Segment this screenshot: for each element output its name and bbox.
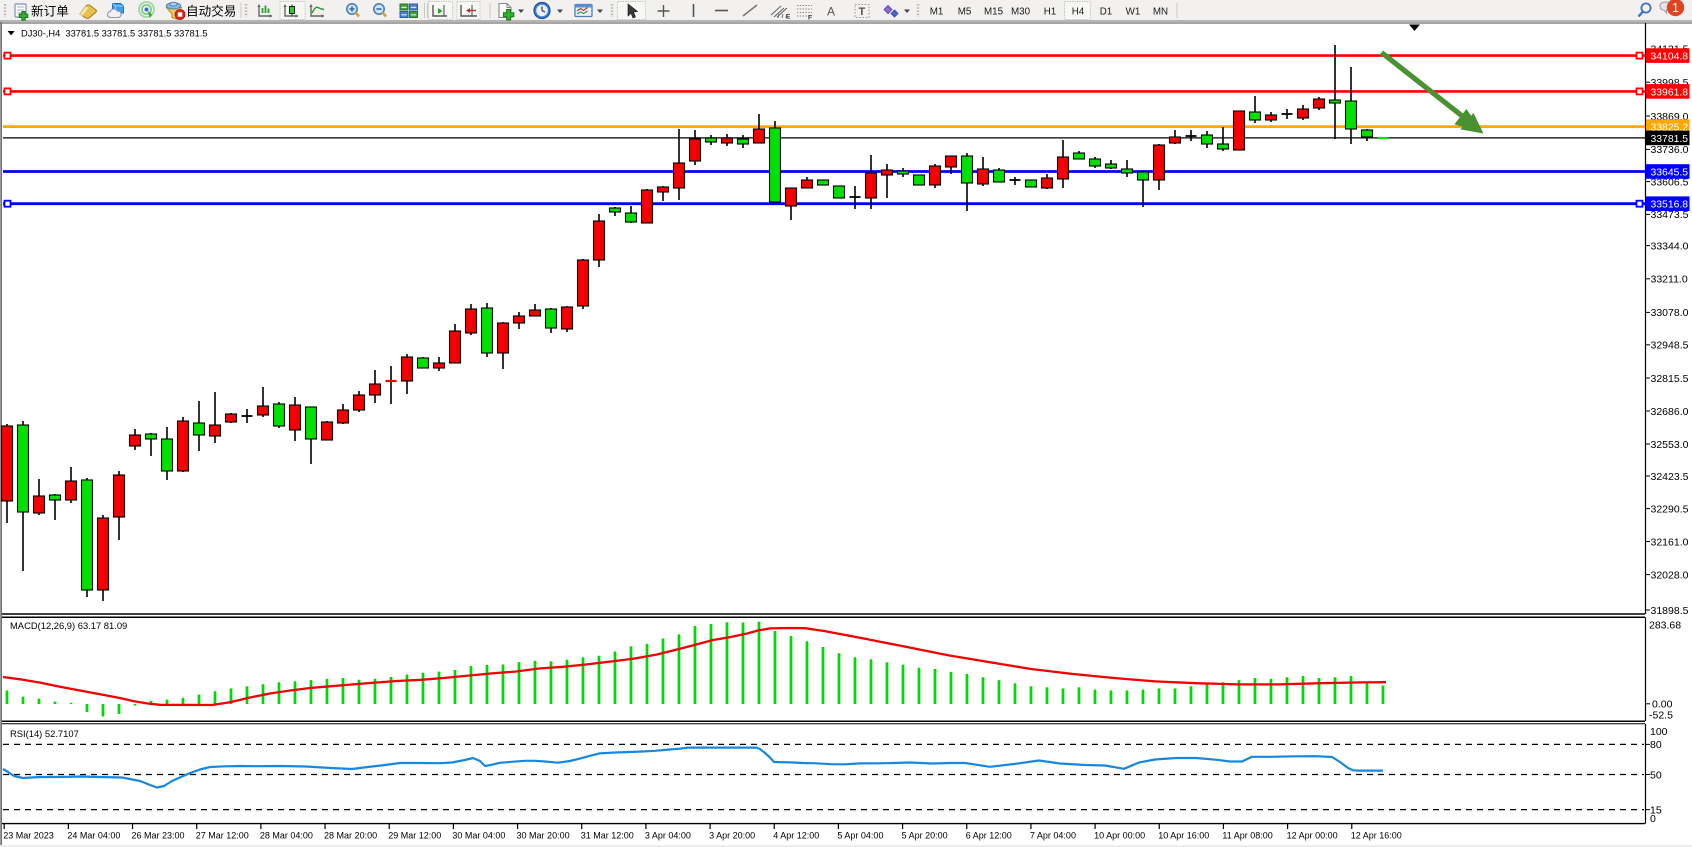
svg-text:F: F <box>808 15 812 22</box>
svg-text:31898.5: 31898.5 <box>1651 605 1689 617</box>
svg-text:15: 15 <box>1650 804 1662 816</box>
svg-text:6 Apr 12:00: 6 Apr 12:00 <box>966 831 1012 841</box>
svg-text:28 Mar 04:00: 28 Mar 04:00 <box>260 831 313 841</box>
svg-text:12 Apr 00:00: 12 Apr 00:00 <box>1287 831 1338 841</box>
svg-text:27 Mar 12:00: 27 Mar 12:00 <box>196 831 249 841</box>
svg-text:1: 1 <box>1672 1 1679 15</box>
svg-text:32161.0: 32161.0 <box>1651 536 1689 548</box>
svg-text:-52.5: -52.5 <box>1649 709 1673 721</box>
svg-text:33473.5: 33473.5 <box>1651 209 1689 221</box>
svg-text:T: T <box>859 6 866 18</box>
svg-text:32290.5: 32290.5 <box>1651 503 1689 515</box>
svg-text:W1: W1 <box>1126 7 1141 18</box>
svg-text:0.00: 0.00 <box>1652 698 1673 710</box>
svg-text:29 Mar 12:00: 29 Mar 12:00 <box>388 831 441 841</box>
svg-text:5 Apr 04:00: 5 Apr 04:00 <box>837 831 883 841</box>
svg-text:33645.5: 33645.5 <box>1651 168 1689 179</box>
svg-text:23 Mar 2023: 23 Mar 2023 <box>3 831 54 841</box>
svg-text:33781.5: 33781.5 <box>1651 134 1689 145</box>
svg-text:32948.5: 32948.5 <box>1651 340 1689 352</box>
svg-text:MN: MN <box>1153 7 1168 18</box>
svg-text:33078.0: 33078.0 <box>1651 307 1689 319</box>
svg-text:RSI(14) 52.7107: RSI(14) 52.7107 <box>10 728 79 739</box>
svg-text:34104.8: 34104.8 <box>1651 52 1689 63</box>
svg-text:0: 0 <box>1650 813 1656 825</box>
svg-text:30 Mar 20:00: 30 Mar 20:00 <box>517 831 570 841</box>
svg-text:M15: M15 <box>984 7 1004 18</box>
svg-text:32423.5: 32423.5 <box>1651 471 1689 483</box>
svg-text:5 Apr 20:00: 5 Apr 20:00 <box>902 831 948 841</box>
svg-text:32686.0: 32686.0 <box>1651 406 1689 418</box>
svg-text:M1: M1 <box>930 7 944 18</box>
svg-text:33344.0: 33344.0 <box>1651 240 1689 252</box>
svg-text:80: 80 <box>1650 739 1662 751</box>
svg-text:10 Apr 00:00: 10 Apr 00:00 <box>1094 831 1145 841</box>
svg-text:26 Mar 23:00: 26 Mar 23:00 <box>132 831 185 841</box>
svg-text:4 Apr 12:00: 4 Apr 12:00 <box>773 831 819 841</box>
svg-text:32815.5: 32815.5 <box>1651 373 1689 385</box>
svg-text:DJ30-,H4 33781.5 33781.5 3378: DJ30-,H4 33781.5 33781.5 33781.5 33781.5 <box>21 29 208 39</box>
svg-text:11 Apr 08:00: 11 Apr 08:00 <box>1222 831 1272 841</box>
svg-text:10 Apr 16:00: 10 Apr 16:00 <box>1158 831 1209 841</box>
svg-text:33736.0: 33736.0 <box>1651 144 1689 156</box>
svg-text:28 Mar 20:00: 28 Mar 20:00 <box>324 831 377 841</box>
svg-text:M5: M5 <box>958 7 972 18</box>
svg-text:33211.0: 33211.0 <box>1651 274 1688 286</box>
svg-text:H1: H1 <box>1044 7 1057 18</box>
svg-text:32028.0: 32028.0 <box>1651 569 1689 581</box>
svg-text:31 Mar 12:00: 31 Mar 12:00 <box>581 831 634 841</box>
svg-text:283.68: 283.68 <box>1649 620 1681 632</box>
svg-text:100: 100 <box>1650 726 1668 738</box>
svg-text:A: A <box>827 5 835 19</box>
svg-text:自动交易: 自动交易 <box>186 4 236 19</box>
svg-text:MACD(12,26,9) 63.17 81.09: MACD(12,26,9) 63.17 81.09 <box>10 620 127 631</box>
svg-text:3 Apr 20:00: 3 Apr 20:00 <box>709 831 755 841</box>
svg-text:32553.0: 32553.0 <box>1651 439 1689 451</box>
svg-text:M30: M30 <box>1011 7 1031 18</box>
svg-text:33606.5: 33606.5 <box>1651 176 1689 188</box>
svg-text:50: 50 <box>1650 769 1662 781</box>
svg-text:新订单: 新订单 <box>31 4 69 19</box>
svg-text:7 Apr 04:00: 7 Apr 04:00 <box>1030 831 1076 841</box>
svg-text:33825.2: 33825.2 <box>1651 123 1689 134</box>
svg-text:E: E <box>786 14 791 21</box>
svg-text:3 Apr 04:00: 3 Apr 04:00 <box>645 831 691 841</box>
svg-text:12 Apr 16:00: 12 Apr 16:00 <box>1351 831 1402 841</box>
svg-text:24 Mar 04:00: 24 Mar 04:00 <box>67 831 120 841</box>
svg-text:33516.8: 33516.8 <box>1651 200 1689 211</box>
svg-text:H4: H4 <box>1072 7 1085 18</box>
svg-text:30 Mar 04:00: 30 Mar 04:00 <box>452 831 505 841</box>
svg-text:D1: D1 <box>1100 7 1113 18</box>
svg-text:33961.8: 33961.8 <box>1651 87 1689 98</box>
